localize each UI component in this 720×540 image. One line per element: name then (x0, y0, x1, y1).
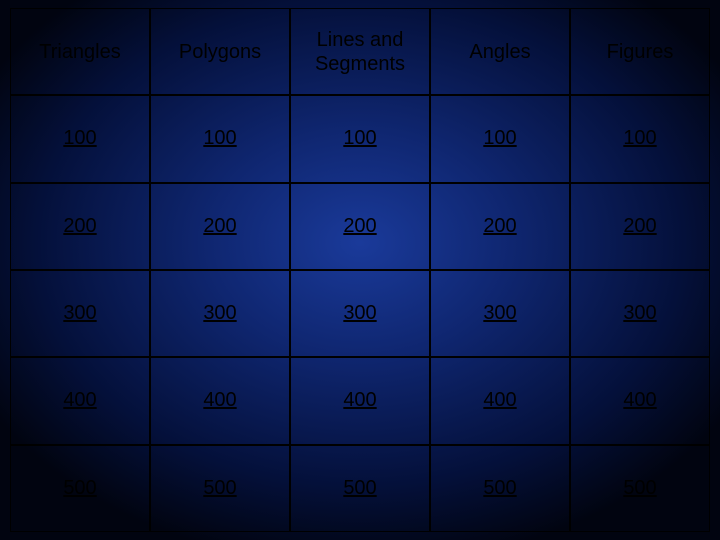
value-row-300: 300 300 300 300 300 (10, 270, 710, 357)
tile-polygons-200[interactable]: 200 (150, 183, 290, 270)
tile-lines-segments-200[interactable]: 200 (290, 183, 430, 270)
category-angles: Angles (430, 8, 570, 95)
tile-figures-300[interactable]: 300 (570, 270, 710, 357)
tile-lines-segments-500[interactable]: 500 (290, 445, 430, 532)
tile-polygons-400[interactable]: 400 (150, 357, 290, 444)
tile-figures-200[interactable]: 200 (570, 183, 710, 270)
value-row-100: 100 100 100 100 100 (10, 95, 710, 182)
tile-triangles-500[interactable]: 500 (10, 445, 150, 532)
value-row-500: 500 500 500 500 500 (10, 445, 710, 532)
category-lines-segments: Lines and Segments (290, 8, 430, 95)
tile-angles-500[interactable]: 500 (430, 445, 570, 532)
tile-triangles-400[interactable]: 400 (10, 357, 150, 444)
tile-angles-300[interactable]: 300 (430, 270, 570, 357)
tile-angles-400[interactable]: 400 (430, 357, 570, 444)
tile-polygons-300[interactable]: 300 (150, 270, 290, 357)
tile-figures-500[interactable]: 500 (570, 445, 710, 532)
category-figures: Figures (570, 8, 710, 95)
value-row-400: 400 400 400 400 400 (10, 357, 710, 444)
category-polygons: Polygons (150, 8, 290, 95)
tile-lines-segments-100[interactable]: 100 (290, 95, 430, 182)
tile-triangles-300[interactable]: 300 (10, 270, 150, 357)
tile-lines-segments-400[interactable]: 400 (290, 357, 430, 444)
category-row: Triangles Polygons Lines and Segments An… (10, 8, 710, 95)
tile-triangles-100[interactable]: 100 (10, 95, 150, 182)
tile-figures-400[interactable]: 400 (570, 357, 710, 444)
tile-triangles-200[interactable]: 200 (10, 183, 150, 270)
jeopardy-board: Triangles Polygons Lines and Segments An… (0, 0, 720, 540)
tile-lines-segments-300[interactable]: 300 (290, 270, 430, 357)
category-triangles: Triangles (10, 8, 150, 95)
tile-polygons-500[interactable]: 500 (150, 445, 290, 532)
value-row-200: 200 200 200 200 200 (10, 183, 710, 270)
tile-angles-200[interactable]: 200 (430, 183, 570, 270)
tile-angles-100[interactable]: 100 (430, 95, 570, 182)
tile-figures-100[interactable]: 100 (570, 95, 710, 182)
tile-polygons-100[interactable]: 100 (150, 95, 290, 182)
